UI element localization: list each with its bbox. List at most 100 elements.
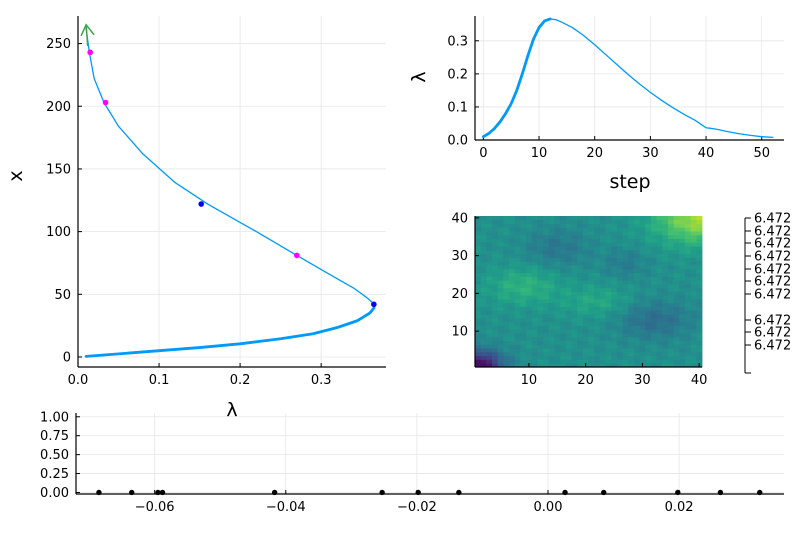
heatmap-cell: [662, 283, 669, 289]
heatmap-cell: [696, 317, 703, 323]
colorbar-tick-label: 6.472: [754, 212, 791, 227]
heatmap-cell: [645, 287, 652, 292]
heatmap-cell: [667, 231, 675, 236]
heatmap-cell: [577, 314, 584, 319]
heatmap-cell: [645, 359, 652, 364]
heatmap-cell: [628, 363, 635, 368]
heatmap-cell: [667, 280, 675, 285]
heatmap-cell: [565, 314, 572, 319]
x-tick-label: −0.02: [397, 500, 437, 515]
heatmap-cell: [503, 227, 510, 232]
heatmap-cell: [684, 359, 692, 364]
heatmap-cell: [684, 216, 692, 221]
heatmap-cell: [537, 302, 544, 307]
y-tick-label: 0.75: [40, 429, 69, 444]
heatmap-cell: [605, 223, 612, 228]
heatmap-cell: [503, 223, 510, 228]
heatmap-cell: [696, 242, 703, 247]
heatmap-cell: [543, 314, 550, 319]
heatmap-cell: [537, 317, 544, 323]
heatmap-cell: [514, 317, 521, 323]
heatmap-cell: [588, 306, 595, 311]
heatmap-cell: [577, 348, 584, 353]
heatmap-cell: [475, 268, 482, 274]
heatmap-cell: [475, 310, 482, 315]
heatmap-cell: [594, 253, 601, 258]
heatmap-cell: [599, 317, 606, 323]
heatmap-cell: [605, 291, 612, 296]
heatmap-cell: [588, 253, 595, 258]
heatmap-cell: [684, 344, 692, 349]
heatmap-cell: [577, 325, 584, 330]
heatmap-cell: [633, 257, 640, 262]
heatmap-cell: [650, 257, 657, 262]
heatmap-cell: [599, 223, 606, 228]
heatmap-cell: [650, 261, 657, 266]
heatmap-cell: [599, 238, 606, 243]
heatmap-cell: [611, 276, 618, 281]
heatmap-cell: [656, 261, 663, 266]
heatmap-cell: [599, 302, 606, 307]
heatmap-cell: [565, 238, 572, 243]
heatmap-cell: [520, 231, 527, 236]
heatmap-cell: [616, 219, 623, 224]
heatmap-cell: [560, 340, 567, 345]
heatmap-cell: [520, 257, 527, 262]
heatmap-cell: [520, 329, 527, 334]
heatmap-cell: [554, 299, 561, 304]
heatmap-cell: [650, 265, 657, 270]
heatmap-cell: [667, 363, 675, 368]
heatmap-cell: [605, 333, 612, 338]
heatmap-cell: [514, 238, 521, 243]
y-tick-label: 250: [46, 37, 71, 52]
heatmap-cell: [622, 219, 629, 224]
heatmap-cell: [662, 234, 669, 240]
heatmap-cell: [520, 302, 527, 307]
heatmap-cell: [548, 351, 555, 357]
heatmap-cell: [633, 344, 640, 349]
heatmap-cell: [605, 295, 612, 300]
heatmap-cell: [503, 216, 510, 221]
heatmap-cell: [554, 219, 561, 224]
heatmap-cell: [492, 276, 499, 281]
heatmap-cell: [497, 306, 504, 311]
heatmap-cell: [526, 299, 533, 304]
heatmap-cell: [531, 231, 538, 236]
heatmap-cell: [543, 310, 550, 315]
heatmap-cell: [548, 287, 555, 292]
heatmap-cell: [673, 227, 680, 232]
heatmap-cell: [543, 348, 550, 353]
heatmap-cell: [588, 363, 595, 368]
heatmap-cell: [531, 317, 538, 323]
heatmap-cell: [679, 321, 686, 326]
heatmap-cell: [599, 268, 606, 274]
heatmap-cell: [486, 238, 493, 243]
heatmap-cell: [650, 299, 657, 304]
heatmap-cell: [531, 272, 538, 277]
heatmap-cell: [679, 238, 686, 243]
heatmap-cell: [548, 219, 555, 224]
heatmap-cell: [611, 231, 618, 236]
heatmap-cell: [475, 231, 482, 236]
heatmap-cell: [616, 310, 623, 315]
heatmap-cell: [565, 249, 572, 255]
heatmap-cell: [667, 287, 675, 292]
heatmap-cell: [514, 299, 521, 304]
x-tick-label: 0.0: [68, 373, 89, 388]
heatmap-cell: [548, 321, 555, 326]
heatmap-cell: [645, 325, 652, 330]
heatmap-cell: [565, 287, 572, 292]
heatmap-cell: [554, 333, 561, 338]
heatmap-cell: [650, 287, 657, 292]
heatmap-cell: [492, 223, 499, 228]
heatmap-cell: [509, 317, 516, 323]
heatmap-cell: [616, 227, 623, 232]
heatmap-cell: [588, 234, 595, 240]
heatmap-cell: [696, 223, 703, 228]
heatmap-cell: [684, 310, 692, 315]
heatmap-cell: [554, 242, 561, 247]
heatmap-cell: [531, 253, 538, 258]
heatmap-cell: [616, 234, 623, 240]
heatmap-cell: [690, 363, 697, 368]
heatmap-cell: [560, 283, 567, 289]
